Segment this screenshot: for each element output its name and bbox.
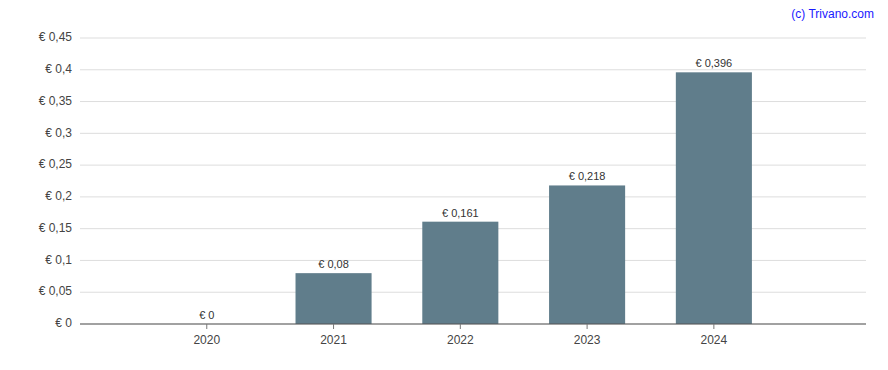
x-axis-line [80,324,866,325]
bar [296,273,372,324]
bars [296,72,752,324]
bar [549,185,625,324]
bar [422,222,498,324]
x-tick-label: 2024 [701,333,728,347]
chart: € 0 € 0,05 € 0,1 € 0,15 € 0,2 € 0,25 € 0,3 € 0,… [0,0,888,370]
x-tick-label: 2023 [574,333,601,347]
data-labels: € 0 € 0,08 € 0,161 € 0,218 € 0,396 [199,57,732,321]
x-tick-label: 2021 [320,333,347,347]
data-label: € 0,161 [442,207,479,219]
data-label: € 0,218 [569,170,606,182]
x-tick [333,324,334,329]
x-tick [713,324,714,329]
x-tick-label: 2020 [193,333,220,347]
y-tick-label: € 0,4 [45,62,72,76]
y-tick-label: € 0,2 [45,189,72,203]
y-tick-label: € 0,15 [39,221,73,235]
x-tick-label: 2022 [447,333,474,347]
y-tick-label: € 0,35 [39,94,73,108]
watermark: (c) Trivano.com [791,7,874,21]
x-axis: 2020 2021 2022 2023 2024 [80,324,866,347]
y-axis: € 0 € 0,05 € 0,1 € 0,15 € 0,2 € 0,25 € 0,3 € 0,… [39,30,73,330]
x-tick [460,324,461,329]
y-tick-label: € 0,45 [39,30,73,44]
grid-line [80,38,866,39]
grid-line [80,69,866,70]
x-tick [587,324,588,329]
data-label: € 0,396 [696,57,733,69]
data-label: € 0 [199,309,214,321]
y-tick-label: € 0,1 [45,253,72,267]
y-tick-label: € 0,25 [39,157,73,171]
grid-line [80,324,866,325]
x-tick [206,324,207,329]
data-label: € 0,08 [318,258,349,270]
y-tick-label: € 0 [55,316,72,330]
y-tick-label: € 0,3 [45,126,72,140]
grid [80,38,866,324]
y-tick-label: € 0,05 [39,284,73,298]
bar [676,72,752,324]
